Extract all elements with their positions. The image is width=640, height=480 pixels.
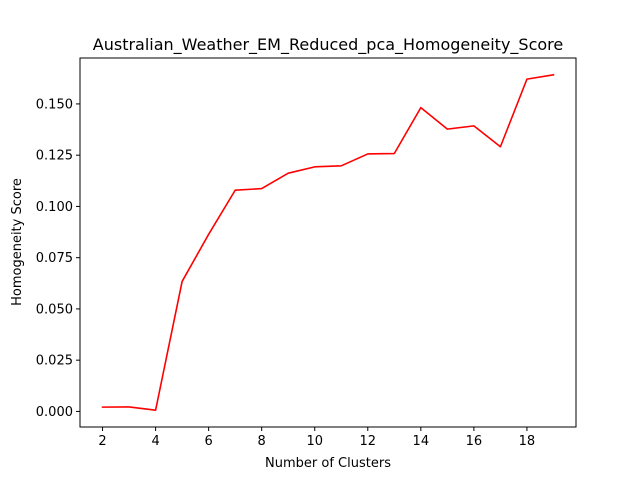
x-tick-label: 16	[466, 434, 483, 449]
x-tick-label: 8	[258, 434, 266, 449]
y-tick-label: 0.075	[36, 251, 73, 266]
plot-area: 2 4 6 8 10 12 14 16 18 0.000 0.025 0.050 0.075 0.100…	[36, 57, 577, 449]
y-axis-label: Homogeneity Score	[10, 178, 25, 306]
y-tick-label: 0.125	[36, 149, 73, 164]
x-axis-label: Number of Clusters	[265, 456, 391, 471]
y-tick-label: 0.000	[36, 405, 73, 420]
y-tick-label: 0.025	[36, 354, 73, 369]
chart-title: Australian_Weather_EM_Reduced_pca_Homoge…	[93, 35, 563, 55]
x-tick-label: 10	[306, 434, 323, 449]
x-tick-label: 12	[360, 434, 377, 449]
x-tick-label: 6	[205, 434, 213, 449]
x-tick-label: 2	[98, 434, 106, 449]
x-tick-label: 14	[413, 434, 430, 449]
y-tick-label: 0.050	[36, 302, 73, 317]
series-layer	[101, 73, 555, 411]
x-tick-label: 18	[519, 434, 536, 449]
x-axis: 2 4 6 8 10 12 14 16 18	[98, 427, 535, 449]
y-tick-label: 0.150	[36, 97, 73, 112]
axes-frame	[79, 57, 577, 428]
x-tick-label: 4	[151, 434, 159, 449]
series-line	[101, 73, 555, 411]
y-tick-label: 0.100	[36, 200, 73, 215]
y-axis: 0.000 0.025 0.050 0.075 0.100 0.125 0.150	[36, 97, 80, 420]
